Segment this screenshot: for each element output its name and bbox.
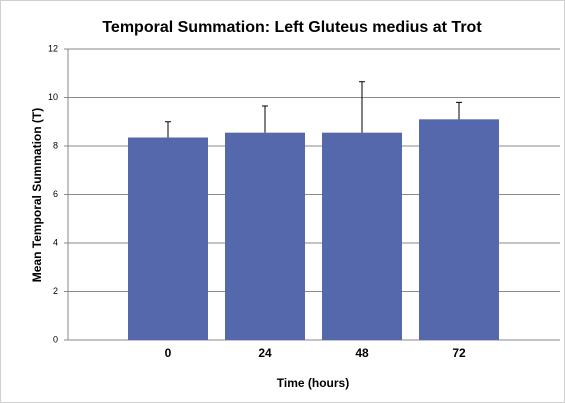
error-bar bbox=[456, 101, 462, 120]
x-tick-label: 24 bbox=[258, 346, 272, 360]
error-bar bbox=[165, 121, 171, 138]
x-tick-label: 48 bbox=[355, 346, 369, 360]
bar bbox=[225, 132, 305, 340]
y-tick-label: 8 bbox=[53, 140, 58, 150]
x-tick-label: 0 bbox=[165, 346, 172, 360]
y-tick-label: 0 bbox=[53, 334, 58, 344]
bar bbox=[322, 132, 402, 340]
x-axis-label: Time (hours) bbox=[277, 376, 349, 390]
error-bar bbox=[262, 105, 268, 133]
y-tick-label: 10 bbox=[48, 92, 58, 102]
x-tick-label: 72 bbox=[452, 346, 466, 360]
y-tick-label: 4 bbox=[53, 237, 58, 247]
error-bar bbox=[359, 81, 365, 133]
bar bbox=[419, 119, 499, 340]
y-tick-label: 12 bbox=[48, 43, 58, 53]
chart-title: Temporal Summation: Left Gluteus medius … bbox=[102, 19, 482, 36]
y-tick-label: 2 bbox=[53, 286, 58, 296]
bar bbox=[128, 137, 208, 340]
y-axis-label: Mean Temporal Summation (T) bbox=[30, 108, 44, 282]
y-tick-label: 6 bbox=[53, 189, 58, 199]
